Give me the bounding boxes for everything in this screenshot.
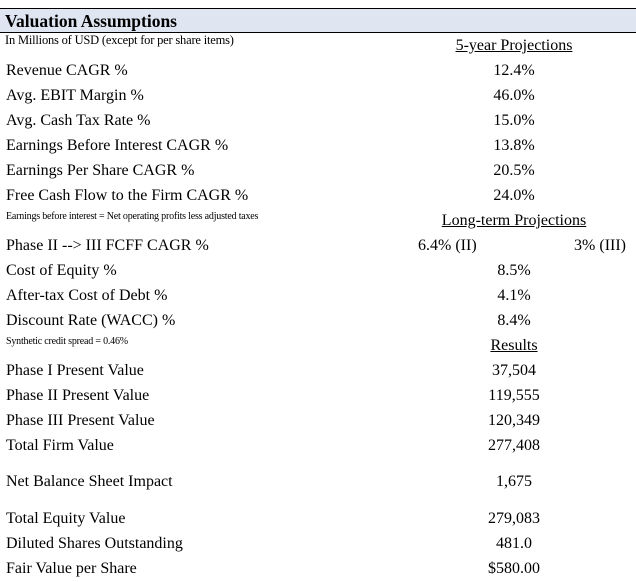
top-border: [0, 8, 636, 9]
row-value-balance-sheet: 1,675: [496, 473, 532, 490]
row-value-cash-tax-rate: 15.0%: [493, 112, 535, 129]
row-label-phase-i-pv: Phase I Present Value: [6, 362, 144, 379]
results-header: Results: [490, 337, 538, 354]
row-value-total-equity: 279,083: [488, 510, 540, 527]
row-value-revenue-cagr: 12.4%: [493, 62, 535, 79]
row-value-fair-value: $580.00: [488, 560, 540, 577]
units-subtitle: In Millions of USD (except for per share…: [5, 33, 234, 47]
row-label-fair-value: Fair Value per Share: [6, 560, 137, 577]
row-value-diluted-shares: 481.0: [496, 535, 532, 552]
row-value-phase-iii-pv: 120,349: [488, 412, 540, 429]
row-label-phase-ii-pv: Phase II Present Value: [6, 387, 150, 404]
row-value-phase-iii: 3% (III): [574, 237, 626, 254]
row-label-ebit-margin: Avg. EBIT Margin %: [6, 87, 144, 104]
row-label-phase-cagr: Phase II --> III FCFF CAGR %: [6, 237, 209, 254]
long-term-header: Long-term Projections: [441, 212, 587, 229]
page-title: Valuation Assumptions: [5, 11, 177, 31]
row-value-fcff-cagr: 24.0%: [493, 187, 535, 204]
row-value-eps-cagr: 20.5%: [493, 162, 535, 179]
row-label-revenue-cagr: Revenue CAGR %: [6, 62, 128, 79]
ebi-footnote: Earnings before interest = Net operating…: [6, 211, 259, 222]
row-value-phase-i-pv: 37,504: [492, 362, 536, 379]
row-value-phase-ii: 6.4% (II): [418, 237, 477, 254]
title-bar: [0, 9, 636, 32]
row-label-total-equity: Total Equity Value: [6, 510, 126, 527]
row-value-cost-of-equity: 8.5%: [497, 262, 531, 279]
row-label-cost-of-debt: After-tax Cost of Debt %: [6, 287, 168, 304]
row-label-phase-iii-pv: Phase III Present Value: [6, 412, 155, 429]
row-value-ebi-cagr: 13.8%: [493, 137, 535, 154]
row-label-total-firm-value: Total Firm Value: [6, 437, 114, 454]
title-underline: [0, 32, 636, 33]
row-value-total-firm-value: 277,408: [488, 437, 540, 454]
row-label-fcff-cagr: Free Cash Flow to the Firm CAGR %: [6, 187, 249, 204]
credit-spread-footnote: Synthetic credit spread = 0.46%: [6, 336, 128, 347]
row-label-diluted-shares: Diluted Shares Outstanding: [6, 535, 183, 552]
row-label-balance-sheet: Net Balance Sheet Impact: [6, 473, 173, 490]
row-label-ebi-cagr: Earnings Before Interest CAGR %: [6, 137, 229, 154]
row-label-wacc: Discount Rate (WACC) %: [6, 312, 176, 329]
row-value-ebit-margin: 46.0%: [493, 87, 535, 104]
row-label-cost-of-equity: Cost of Equity %: [6, 262, 117, 279]
row-label-cash-tax-rate: Avg. Cash Tax Rate %: [6, 112, 151, 129]
row-value-wacc: 8.4%: [497, 312, 531, 329]
row-label-eps-cagr: Earnings Per Share CAGR %: [6, 162, 195, 179]
five-year-header: 5-year Projections: [455, 37, 573, 54]
row-value-cost-of-debt: 4.1%: [497, 287, 531, 304]
row-value-phase-ii-pv: 119,555: [488, 387, 540, 404]
